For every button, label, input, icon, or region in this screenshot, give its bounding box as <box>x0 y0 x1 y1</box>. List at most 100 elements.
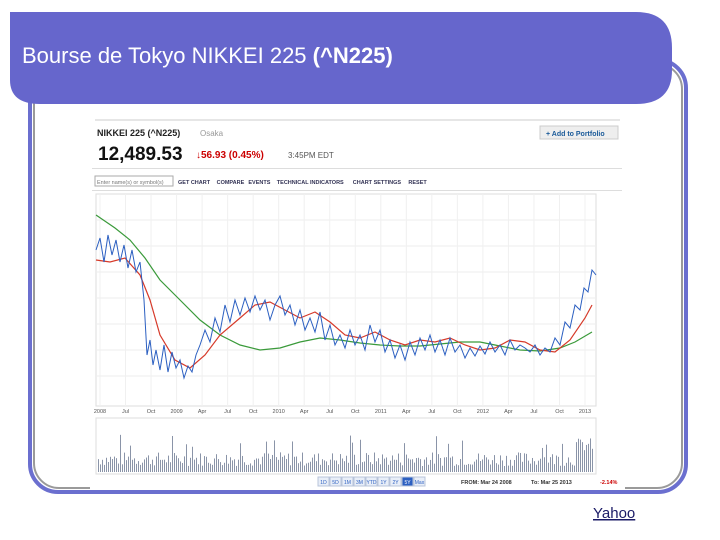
x-axis-labels: 2008 Jul Oct 2009 Apr Jul Oct 2010 Apr Jul Oct 2011… <box>94 409 591 415</box>
volume-bar <box>232 460 233 472</box>
volume-bar <box>538 460 539 472</box>
range-button[interactable] <box>413 476 426 487</box>
volume-bar <box>256 458 257 472</box>
range-button[interactable] <box>401 476 414 487</box>
volume-bar <box>160 459 161 472</box>
range-button[interactable] <box>341 476 354 487</box>
volume-bar <box>124 452 125 472</box>
volume-bar <box>196 457 197 472</box>
x-label: Oct <box>453 409 462 415</box>
volume-bar <box>496 463 497 472</box>
toolbar-item[interactable]: CHART SETTINGS <box>353 180 402 186</box>
grid <box>96 194 596 406</box>
volume-bar <box>580 439 581 472</box>
x-label: Jul <box>326 409 333 415</box>
volume-bar <box>236 465 237 472</box>
volume-bar <box>540 458 541 472</box>
range-button[interactable] <box>353 476 366 487</box>
x-label: Jul <box>530 409 537 415</box>
volume-bar <box>350 435 351 472</box>
volume-bar <box>454 465 455 472</box>
sma200-line <box>95 214 593 352</box>
volume-bar <box>162 459 163 472</box>
x-label: Apr <box>402 409 411 415</box>
volume-bar <box>514 459 515 472</box>
x-label: 2012 <box>477 409 489 415</box>
volume-bar <box>226 454 227 472</box>
source-link[interactable]: Yahoo <box>593 505 635 522</box>
volume-bar <box>444 457 445 472</box>
volume-bar <box>404 443 405 472</box>
volume-bar <box>122 464 123 472</box>
volume-bar <box>458 465 459 472</box>
volume-bar <box>506 455 507 472</box>
range-button[interactable] <box>389 476 402 487</box>
range-label: Max <box>415 480 425 486</box>
volume-bar <box>466 464 467 472</box>
volume-bar <box>220 462 221 472</box>
volume-bar <box>592 448 593 472</box>
x-label: Apr <box>198 409 207 415</box>
toolbar-item[interactable]: GET CHART <box>178 180 211 186</box>
volume-bar <box>354 454 355 472</box>
volume-bar <box>288 453 289 472</box>
volume-bar <box>388 464 389 472</box>
volume-bar <box>164 459 165 472</box>
volume-bar <box>280 452 281 472</box>
x-label: Jul <box>428 409 435 415</box>
volume-bar <box>502 460 503 472</box>
volume-bar <box>488 459 489 472</box>
volume-bar <box>512 465 513 472</box>
volume-bar <box>478 453 479 472</box>
volume-bar <box>258 458 259 472</box>
volume-bar <box>484 455 485 472</box>
volume-bar <box>250 463 251 472</box>
volume-bar <box>544 457 545 472</box>
volume-bar <box>578 438 579 472</box>
volume-bar <box>298 463 299 472</box>
volume-bar <box>504 465 505 472</box>
range-button[interactable] <box>365 476 378 487</box>
toolbar-item[interactable]: TECHNICAL INDICATORS <box>277 180 344 186</box>
volume-bar <box>516 455 517 472</box>
volume-bar <box>284 455 285 472</box>
toolbar-item[interactable]: EVENTS <box>248 180 270 186</box>
volume-bar <box>424 459 425 472</box>
search-box[interactable] <box>94 175 174 187</box>
volume-bar <box>472 464 473 472</box>
volume-bar <box>340 454 341 472</box>
volume-bar <box>348 462 349 472</box>
change: ↓56.93 (0.45%) <box>196 150 264 161</box>
volume-bar <box>116 458 117 472</box>
volume-bar <box>152 459 153 472</box>
volume-bar <box>158 452 159 472</box>
volume-bar <box>438 454 439 472</box>
range-button[interactable] <box>377 476 390 487</box>
volume-bar <box>576 442 577 472</box>
volume-bar <box>460 459 461 472</box>
volume-bar <box>296 456 297 472</box>
toolbar-item[interactable]: RESET <box>408 180 427 186</box>
portfolio-button[interactable] <box>539 125 619 140</box>
volume-bar <box>282 456 283 472</box>
volume-bar <box>202 465 203 472</box>
volume-bar <box>268 453 269 472</box>
volume-bar <box>398 453 399 472</box>
volume-bar <box>360 439 361 472</box>
volume-bar <box>222 465 223 472</box>
volume-bar <box>274 440 275 472</box>
volume-bar <box>108 462 109 472</box>
volume-bar <box>520 452 521 472</box>
range-button[interactable] <box>317 476 330 487</box>
range-label: 1D <box>320 480 327 486</box>
rule <box>92 168 622 169</box>
volume-bar <box>462 440 463 472</box>
volume-bar <box>198 464 199 472</box>
toolbar-item[interactable]: COMPARE <box>217 180 245 186</box>
volume-bar <box>238 459 239 472</box>
volume-bar <box>372 464 373 472</box>
volume-bar <box>564 465 565 472</box>
volume-bar <box>260 464 261 472</box>
range-button[interactable] <box>329 476 342 487</box>
